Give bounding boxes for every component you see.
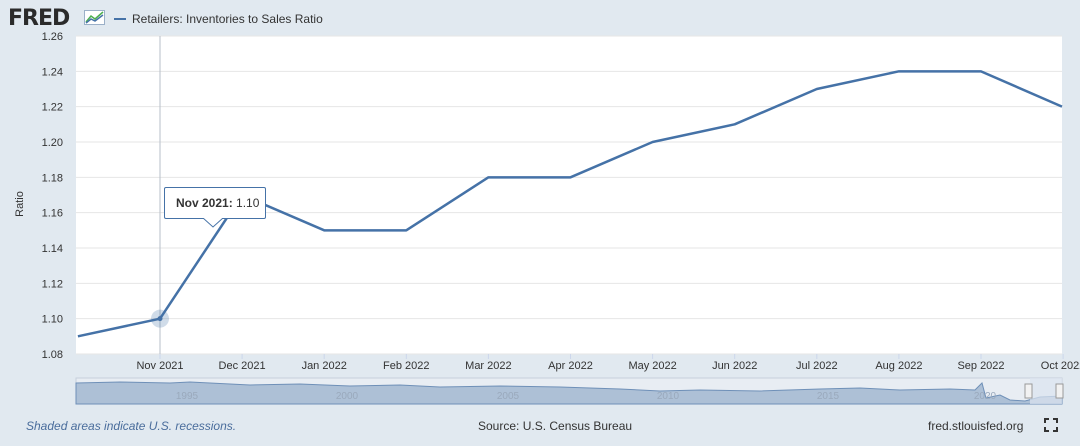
fred-logo-chart-icon — [84, 10, 105, 25]
y-tick-label: 1.22 — [42, 102, 63, 114]
x-tick-label: Nov 2021 — [136, 360, 183, 372]
y-tick-label: 1.12 — [42, 278, 63, 290]
legend-swatch — [114, 18, 126, 20]
chart-header: FRED Retailers: Inventories to Sales Rat… — [0, 0, 1080, 40]
x-tick-label: Oct 2022 — [1041, 360, 1080, 372]
y-tick-label: 1.20 — [42, 137, 63, 149]
y-tick-label: 1.08 — [42, 349, 63, 361]
y-tick-label: 1.14 — [42, 243, 63, 255]
navigator-year-label: 1995 — [176, 391, 199, 402]
navigator-right-handle[interactable] — [1055, 383, 1064, 399]
y-tick-label: 1.16 — [42, 208, 63, 220]
y-tick-label: 1.10 — [42, 314, 63, 326]
y-axis-ticks: 1.08 1.10 1.12 1.14 1.16 1.18 1.20 1.22 1.24 1.26 — [42, 31, 63, 361]
range-navigator[interactable]: 1995 2000 2005 2010 2015 2020 — [75, 377, 1064, 405]
y-tick-label: 1.24 — [42, 66, 63, 78]
data-source: Source: U.S. Census Bureau — [478, 419, 633, 433]
fullscreen-icon[interactable] — [1044, 418, 1058, 432]
x-tick-label: Dec 2021 — [219, 360, 266, 372]
fred-logo[interactable]: FRED — [8, 6, 70, 31]
navigator-year-label: 2015 — [817, 391, 840, 402]
y-tick-label: 1.26 — [42, 31, 63, 43]
recession-note: Shaded areas indicate U.S. recessions. — [26, 419, 237, 433]
x-axis-ticks: Nov 2021 Dec 2021 Jan 2022 Feb 2022 Mar 2022… — [136, 354, 1080, 372]
x-tick-label: Apr 2022 — [548, 360, 593, 372]
x-tick-label: Sep 2022 — [957, 360, 1004, 372]
x-tick-label: Aug 2022 — [875, 360, 922, 372]
x-tick-label: May 2022 — [628, 360, 676, 372]
navigator-year-label: 2005 — [497, 391, 520, 402]
x-tick-label: Jul 2022 — [796, 360, 838, 372]
navigator-history-area — [75, 381, 1063, 405]
navigator-year-label: 2020 — [974, 391, 997, 402]
tooltip-value: 1.10 — [236, 196, 260, 210]
navigator-left-handle[interactable] — [1024, 383, 1033, 399]
fred-site-link[interactable]: fred.stlouisfed.org — [928, 419, 1024, 433]
y-tick-label: 1.18 — [42, 172, 63, 184]
chart-legend[interactable]: Retailers: Inventories to Sales Ratio — [114, 12, 323, 26]
x-tick-label: Jun 2022 — [712, 360, 757, 372]
highlight-point — [157, 316, 163, 322]
navigator-year-label: 2010 — [657, 391, 680, 402]
navigator-year-label: 2000 — [336, 391, 359, 402]
x-tick-label: Jan 2022 — [302, 360, 347, 372]
tooltip-date: Nov 2021: — [176, 196, 233, 210]
legend-series-label: Retailers: Inventories to Sales Ratio — [132, 12, 323, 26]
data-tooltip: Nov 2021: 1.10 — [164, 187, 266, 219]
y-axis-label: Ratio — [14, 191, 26, 217]
x-tick-label: Feb 2022 — [383, 360, 429, 372]
tooltip-caret — [203, 218, 223, 228]
x-tick-label: Mar 2022 — [465, 360, 511, 372]
navigator-year-labels: 1995 2000 2005 2010 2015 2020 — [176, 391, 997, 402]
